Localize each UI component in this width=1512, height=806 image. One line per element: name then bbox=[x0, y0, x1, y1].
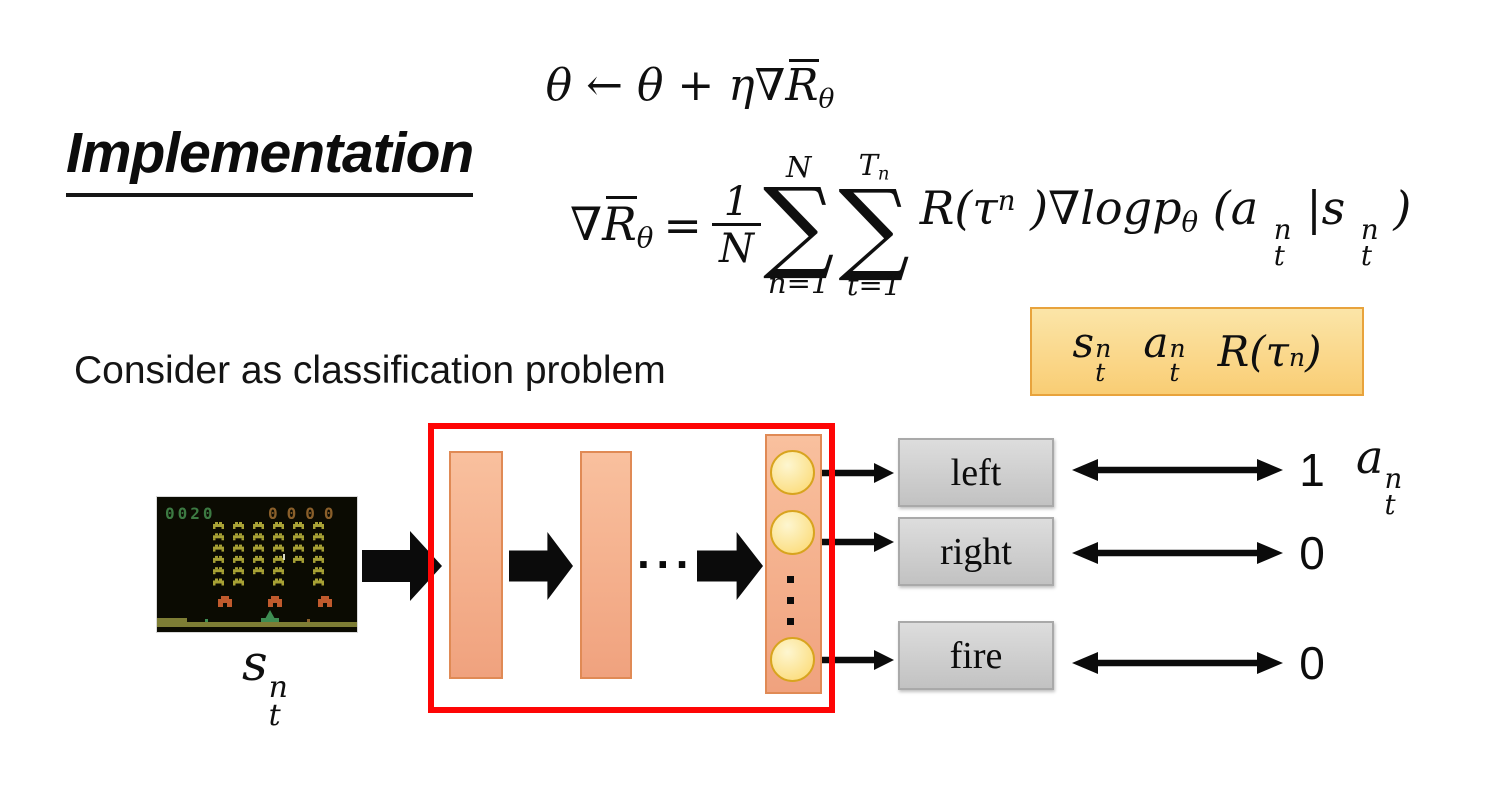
action-box-label: left bbox=[950, 451, 1002, 494]
hidden-layer-1 bbox=[449, 451, 503, 679]
upper-limit: Tn bbox=[859, 150, 890, 184]
input-arrow bbox=[362, 531, 442, 601]
sigma-symbol: ∑ bbox=[762, 166, 835, 284]
hidden-layers-ellipsis: ··· bbox=[637, 538, 695, 590]
game-screenshot: 0020 0000 bbox=[156, 496, 358, 633]
hidden-layer-2 bbox=[580, 451, 632, 679]
formula-lhs: ∇Rθ bbox=[570, 195, 654, 255]
action-open: (a bbox=[1212, 181, 1259, 236]
output-neuron-3 bbox=[770, 637, 815, 682]
sigma-symbol: ∑ bbox=[838, 168, 910, 286]
gradient-formula: ∇Rθ = 1 N N ∑ n=1 Tn ∑ t=1 R(τn )∇logpθ … bbox=[570, 150, 1411, 301]
neuron-to-fire-arrow bbox=[814, 650, 894, 670]
action-box-right: right bbox=[898, 517, 1054, 586]
game-score-left: 0020 bbox=[165, 504, 216, 523]
game-player-cannon bbox=[265, 610, 275, 619]
output-neuron-2 bbox=[770, 510, 815, 555]
n-superscript: n bbox=[997, 184, 1016, 218]
neuron-to-right-arrow bbox=[814, 532, 894, 552]
r-bar: R bbox=[785, 59, 820, 111]
game-score-right: 0000 bbox=[268, 504, 343, 523]
t-subscript: t bbox=[1360, 239, 1373, 273]
left-target-arrow bbox=[1072, 459, 1283, 481]
update-rule-text: θ ← θ + η∇ bbox=[545, 60, 786, 111]
nabla: ∇ bbox=[570, 196, 603, 251]
n-superscript: n bbox=[1360, 213, 1379, 247]
target-value-left: 1 bbox=[1299, 444, 1325, 496]
output-ellipsis-dot bbox=[787, 618, 794, 625]
lower-limit: t=1 bbox=[846, 268, 902, 303]
upper-limit: N bbox=[785, 149, 812, 184]
fraction-one-over-N: 1 N bbox=[711, 178, 761, 270]
log-prob-term: )∇logp bbox=[1030, 181, 1182, 236]
t-subscript: t bbox=[1273, 239, 1285, 273]
neuron-to-left-arrow bbox=[814, 463, 894, 483]
output-neuron-1 bbox=[770, 450, 815, 495]
subtitle: Consider as classification problem bbox=[74, 349, 666, 392]
numerator: 1 bbox=[723, 178, 750, 225]
output-ellipsis-dot bbox=[787, 597, 794, 604]
theta-subscript: θ bbox=[636, 221, 654, 255]
equals-sign: = bbox=[663, 198, 702, 253]
action-box-left: left bbox=[898, 438, 1054, 507]
sum-over-n: N ∑ n=1 bbox=[763, 152, 834, 299]
layer-arrow-1 bbox=[509, 532, 573, 600]
action-box-label: right bbox=[940, 530, 1012, 573]
n-subscript: n bbox=[877, 163, 890, 185]
reward-term: R(τ n) bbox=[1217, 327, 1322, 376]
game-ground bbox=[157, 622, 357, 627]
output-ellipsis-dot bbox=[787, 576, 794, 583]
target-value-fire: 0 bbox=[1299, 637, 1325, 689]
denominator: N bbox=[711, 222, 761, 270]
lower-limit: n=1 bbox=[767, 266, 830, 301]
close-paren: ) bbox=[1393, 181, 1412, 236]
layer-arrow-2 bbox=[697, 532, 763, 600]
fire-target-arrow bbox=[1072, 652, 1283, 674]
reward-term: R(τ bbox=[919, 181, 998, 236]
given-state: |s bbox=[1306, 181, 1346, 236]
T-symbol: T bbox=[858, 148, 878, 182]
game-background bbox=[157, 497, 357, 632]
slide-title: Implementation bbox=[66, 120, 474, 197]
target-value-right: 0 bbox=[1299, 527, 1325, 579]
action-box-label: fire bbox=[949, 634, 1003, 677]
n-superscript: n bbox=[1273, 213, 1292, 247]
theta-subscript: θ bbox=[1181, 205, 1199, 239]
action-box-fire: fire bbox=[898, 621, 1054, 690]
update-rule-formula: θ ← θ + η∇Rθ bbox=[500, 59, 880, 115]
sum-over-t: Tn ∑ t=1 bbox=[838, 150, 909, 301]
theta-subscript: θ bbox=[818, 83, 835, 115]
game-projectile bbox=[283, 554, 285, 560]
right-target-arrow bbox=[1072, 542, 1283, 564]
r-bar: R bbox=[602, 195, 638, 251]
